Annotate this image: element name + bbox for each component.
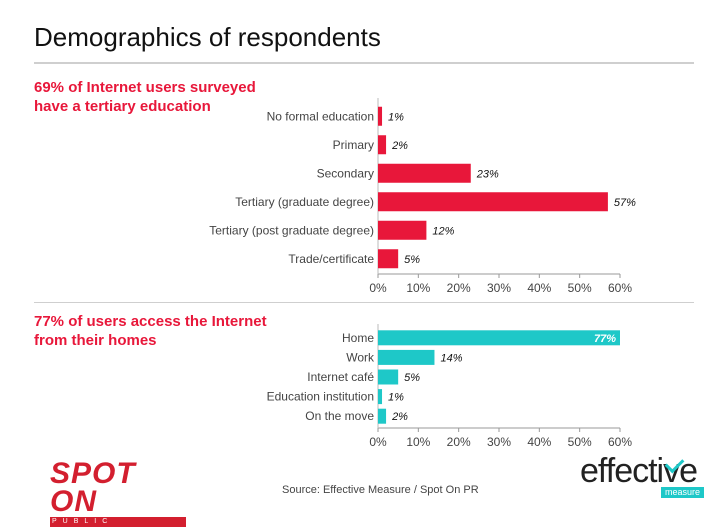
spot-on-logo-text: SPOT ON [50,457,136,518]
access-bar [378,369,399,385]
education-tick-label: 0% [369,281,387,295]
education-category-label: Primary [333,138,374,152]
access-category-label: Work [346,350,375,364]
access-data-label: 5% [404,372,420,384]
education-bar [378,106,383,126]
education-data-label: 12% [432,225,454,237]
access-tick-label: 50% [568,435,592,449]
access-bar [378,408,387,424]
access-tick-label: 40% [527,435,551,449]
education-data-label: 57% [614,197,636,209]
access-tick-label: 30% [487,435,511,449]
education-bar [378,135,387,155]
access-category-label: Internet café [307,370,374,384]
access-tick-label: 0% [369,435,387,449]
spot-on-logo-subtext: PUBLIC RELATIONS [50,517,186,527]
access-bar [378,389,383,405]
effective-measure-logo: effective measure [580,452,710,498]
education-data-label: 2% [391,140,408,152]
education-headline: 69% of Internet users surveyed have a te… [34,79,256,115]
access-bar [378,349,435,365]
education-tick-label: 60% [608,281,632,295]
education-tick-label: 40% [527,281,551,295]
access-data-label: 14% [440,352,462,364]
education-bar-chart: 0% 10% 20% 30% 40% 50% 60% No formal education 1… [209,98,636,295]
access-data-label: 1% [388,392,404,404]
access-bar-chart: 0% 10% 20% 30% 40% 50% 60% Home 77% Work 14% Intern… [267,324,632,449]
access-category-label: Home [342,331,374,345]
access-tick-label: 60% [608,435,632,449]
access-tick-label: 20% [447,435,471,449]
education-tick-label: 10% [406,281,430,295]
access-category-label: On the move [305,409,374,423]
education-data-label: 23% [476,168,499,180]
access-headline: 77% of users access the Internet from th… [34,313,267,349]
access-data-label: 77% [594,333,616,345]
source-note: Source: Effective Measure / Spot On PR [282,484,479,496]
access-data-label: 2% [391,411,408,423]
education-category-label: No formal education [267,109,374,123]
education-category-label: Tertiary (graduate degree) [235,195,374,209]
access-category-label: Education institution [267,390,374,404]
effective-logo-subtext: measure [660,487,704,498]
education-category-label: Secondary [317,166,374,180]
access-tick-label: 10% [406,435,430,449]
education-category-label: Tertiary (post graduate degree) [209,223,374,237]
page-title: Demographics of respondents [34,22,381,52]
access-bar [378,330,620,346]
education-data-label: 1% [388,111,404,123]
section-divider [34,302,694,303]
education-data-label: 5% [404,254,420,266]
spot-on-logo: SPOT ON PUBLIC RELATIONS [50,459,190,527]
education-category-label: Trade/certificate [288,252,374,266]
title-divider [34,62,694,64]
education-bar [378,220,427,240]
education-bar [378,163,471,183]
education-bar [378,249,399,269]
education-tick-label: 20% [447,281,471,295]
education-tick-label: 30% [487,281,511,295]
education-bar [378,192,608,212]
effective-logo-text: effective [580,452,698,490]
education-tick-label: 50% [568,281,592,295]
